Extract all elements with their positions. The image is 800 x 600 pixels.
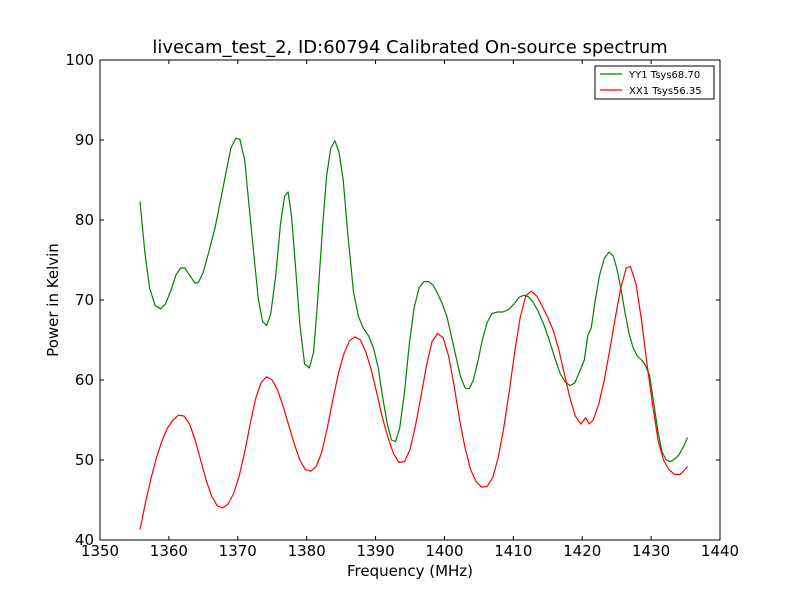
x-tick-label: 1430	[632, 542, 670, 560]
x-axis-label: Frequency (MHz)	[347, 562, 473, 580]
legend-label-xx1: XX1 Tsys56.35	[629, 86, 702, 97]
chart-title: livecam_test_2, ID:60794 Calibrated On-s…	[152, 37, 667, 58]
y-tick-label: 40	[75, 531, 94, 549]
legend: YY1 Tsys68.70 XX1 Tsys56.35	[594, 65, 715, 100]
y-tick-label: 90	[75, 131, 94, 149]
x-tick-label: 1420	[563, 542, 601, 560]
axis-ticks: 1350 1360 1370 1380 1390 1400 1410 1420 1430 1440…	[65, 51, 739, 560]
x-tick-label: 1390	[356, 542, 394, 560]
x-tick-label: 1350	[81, 542, 119, 560]
x-tick-label: 1410	[494, 542, 532, 560]
y-tick-label: 100	[65, 51, 94, 69]
y-axis-label: Power in Kelvin	[44, 243, 62, 357]
x-tick-label: 1400	[425, 542, 463, 560]
series-line-0	[139, 137, 689, 463]
series-lines	[139, 137, 689, 530]
series-line-1	[139, 265, 689, 530]
y-tick-label: 70	[75, 291, 94, 309]
x-tick-label: 1440	[701, 542, 739, 560]
plot-frame	[99, 59, 721, 541]
legend-box	[594, 65, 715, 100]
x-tick-label: 1360	[150, 542, 188, 560]
y-tick-label: 80	[75, 211, 94, 229]
plot-area	[100, 60, 720, 540]
x-tick-label: 1380	[288, 542, 326, 560]
y-tick-label: 50	[75, 451, 94, 469]
legend-label-yy1: YY1 Tsys68.70	[628, 70, 700, 81]
y-tick-label: 60	[75, 371, 94, 389]
x-tick-label: 1370	[219, 542, 257, 560]
